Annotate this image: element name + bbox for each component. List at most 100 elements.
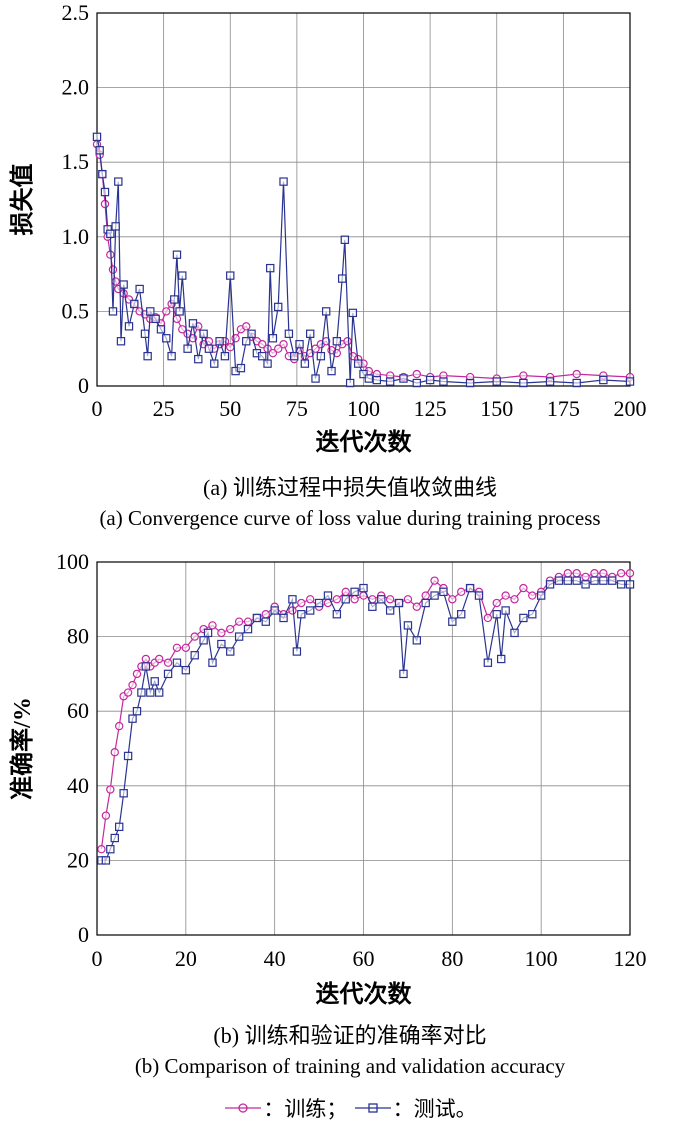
chart-loss-series-test-point (385, 377, 395, 386)
chart-acc-series-test-point (203, 628, 213, 638)
chart-acc-series-test-point (474, 591, 484, 600)
chart-loss-series-train-point (258, 340, 267, 349)
chart-acc-series-train-point (181, 643, 191, 652)
chart-loss-series-test-point (340, 235, 350, 244)
chart-acc-series-test-point (172, 658, 182, 667)
legend: ：训练； ：测试。 (0, 1093, 700, 1123)
chart-acc-series-test-point (154, 688, 164, 697)
chart-acc-series-test-point (199, 636, 208, 645)
chart-loss-series-test-point (170, 295, 179, 304)
chart-loss-series-train-point (412, 369, 421, 379)
chart-loss-series-test-point (439, 377, 448, 386)
chart-acc-series-test-point (403, 621, 413, 630)
chart-acc-series-train-point (332, 595, 342, 604)
chart-loss-series-test-point (332, 337, 342, 346)
chart-acc-series-train-point (385, 595, 395, 604)
chart-loss-series-test-point (188, 319, 198, 328)
chart-acc-series-test-point (150, 677, 159, 686)
chart-loss-series-test-point (183, 344, 192, 353)
chart-loss-series-train-point (106, 250, 115, 259)
chart-acc-series-test-point (288, 595, 297, 604)
chart-acc-series-train-point (590, 568, 599, 578)
chart-acc-series-train-point (519, 583, 528, 593)
chart-loss-x-tick-label: 200 (614, 396, 647, 421)
chart-acc-series-train-point (501, 591, 510, 600)
caption-a-english: (a) Convergence curve of loss value duri… (99, 506, 601, 530)
chart-acc-x-axis-label: 迭代次数 (316, 981, 413, 1008)
chart-acc-series-test-point (110, 833, 119, 843)
chart-loss-series-test-point (247, 329, 256, 338)
chart-acc-series-test-point (581, 580, 590, 589)
chart-loss-series-test-point (268, 334, 278, 343)
chart-acc-series-test-point (208, 658, 217, 667)
legend-train-label: ：训练； (263, 1097, 348, 1121)
chart-acc-series-test-point (181, 665, 191, 675)
chart-acc-series-test-point (243, 624, 253, 634)
chart-loss-series-train-point (343, 337, 352, 346)
chart-loss-series-test-point (156, 325, 166, 334)
chart-acc-series-test-point (616, 580, 626, 589)
chart-loss-series-test-point (321, 307, 331, 316)
chart-loss-series-test-point (599, 375, 608, 385)
chart-acc-series-train-point (208, 621, 217, 630)
chart-acc-series-test-point (101, 856, 111, 865)
chart-loss-y-tick-label: 1.0 (62, 224, 90, 249)
chart-acc-series-test-point (368, 602, 377, 611)
chart-loss-series-test-point (114, 177, 123, 186)
chart-loss-series-test-point (226, 271, 235, 280)
chart-acc-y-tick-label: 20 (67, 847, 89, 872)
chart-acc-series-test-point (226, 647, 235, 656)
chart-acc-series-test-point (465, 583, 475, 593)
legend-test-marker-icon (354, 1103, 391, 1113)
chart-acc-series-train-point (421, 591, 430, 600)
chart-loss-series-test-point (425, 375, 435, 385)
chart-loss-series-test-point (545, 377, 555, 386)
chart-acc-series-test-point (261, 617, 270, 626)
chart-acc-series-train-point (154, 654, 164, 664)
chart-acc-series-train-point (528, 591, 537, 600)
chart-loss-series-test-point (572, 378, 581, 388)
chart-loss-series-train-point (268, 348, 278, 358)
chart-acc-series-test-point (608, 576, 617, 585)
caption-b-chinese: (b) 训练和验证的准确率对比 (213, 1023, 487, 1048)
chart-acc-series-test-point (554, 576, 564, 585)
chart-acc-series-train-point (141, 654, 151, 664)
chart-acc-x-tick-label: 0 (92, 946, 103, 971)
chart-acc-series-test-point (377, 595, 386, 604)
chart-loss-y-tick-label: 2.0 (62, 75, 90, 100)
chart-acc-series-test-point (599, 576, 608, 585)
chart-loss-series-test-point (130, 299, 139, 309)
chart-loss-series-train-point (279, 340, 288, 349)
chart-loss-series-test-point (519, 378, 528, 388)
chart-acc-series-test-point (297, 610, 306, 619)
chart-acc-series-train-point (430, 576, 439, 585)
chart-loss-series-test-point (124, 322, 134, 331)
chart-loss-series-test-point (204, 344, 214, 353)
chart-loss-series-test-point (172, 250, 182, 259)
chart-loss-series-test-point (178, 271, 187, 280)
chart-acc-series-train-point (350, 595, 359, 604)
chart-acc-series-train-point (625, 568, 635, 578)
chart-loss-series-test-point (399, 374, 408, 383)
chart-loss-series-test-point (92, 132, 102, 142)
chart-acc-y-tick-label: 0 (78, 922, 89, 947)
chart-loss-series-test-point (359, 369, 368, 379)
chart-acc-series-test-point (141, 662, 151, 671)
chart-loss-x-tick-label: 75 (286, 396, 308, 421)
chart-acc-series-train-point (492, 598, 501, 608)
chart-acc-series-train-point (123, 688, 133, 697)
chart-acc-y-tick-label: 60 (67, 698, 89, 723)
chart-loss-x-axis-label: 迭代次数 (316, 429, 413, 456)
chart-acc-series-test-point (306, 606, 315, 615)
chart-loss-series-test-point (300, 359, 310, 368)
chart-acc-series-test-point (572, 576, 581, 585)
chart-acc-series-train-point (115, 721, 124, 731)
chart-loss-x-tick-label: 175 (547, 396, 580, 421)
chart-acc-series-test-point (496, 654, 506, 664)
chart-acc-series-train-point (341, 587, 350, 597)
chart-acc-y-axis-label: 准确率/% (8, 697, 36, 800)
chart-acc-y-tick-label: 80 (67, 624, 89, 649)
chart-acc-series-test-point (536, 591, 546, 600)
chart-acc-series-test-point (270, 606, 279, 615)
